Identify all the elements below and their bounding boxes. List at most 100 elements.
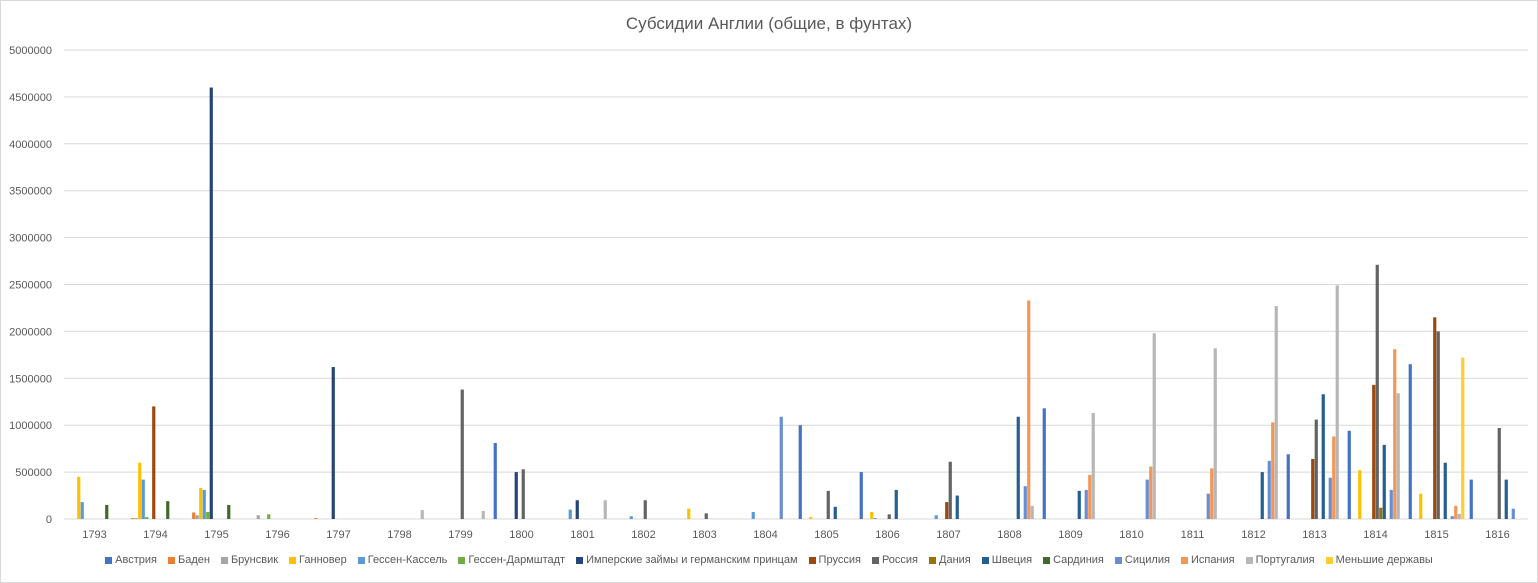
bar (687, 508, 691, 519)
bar (138, 462, 142, 519)
legend-label: Гессен-Дармштадт (468, 554, 566, 566)
bar (629, 516, 633, 519)
x-tick-label: 1810 (1119, 529, 1143, 541)
bar (331, 367, 335, 519)
legend: Австрия Баден Брунсвик Ганновер Гессен-Кассе… (0, 554, 1538, 566)
legend-label: Португалия (1255, 554, 1315, 566)
bar (833, 506, 837, 519)
bar (1091, 413, 1095, 519)
legend-label: Россия (881, 554, 919, 566)
legend-swatch (929, 556, 937, 564)
bar (420, 510, 424, 519)
bar (1042, 408, 1046, 519)
bar (1210, 468, 1214, 519)
legend-swatch (1245, 556, 1253, 564)
legend-swatch (808, 556, 816, 564)
x-tick-label: 1805 (814, 529, 838, 541)
bar (870, 511, 874, 519)
bar (809, 517, 813, 519)
bar (1077, 490, 1081, 519)
bar (1379, 507, 1383, 519)
bar (1504, 479, 1508, 519)
bar (1260, 472, 1264, 519)
bar (1450, 516, 1454, 519)
legend-item: Дания (929, 554, 971, 566)
bar (1436, 331, 1440, 519)
bar (166, 501, 170, 519)
bar (1149, 466, 1153, 519)
legend-label: Австрия (115, 554, 157, 566)
x-tick-label: 1807 (936, 529, 960, 541)
bar (955, 495, 959, 519)
bar (751, 511, 755, 519)
legend-item: Испания (1180, 554, 1235, 566)
x-tick-label: 1812 (1241, 529, 1265, 541)
bar (206, 511, 210, 519)
legend-swatch (1325, 556, 1333, 564)
bar (314, 518, 318, 519)
bar (779, 416, 783, 519)
legend-label: Брунсвик (230, 554, 279, 566)
bar (1497, 428, 1501, 519)
bar (80, 502, 84, 519)
bar (209, 87, 213, 520)
bar (1389, 489, 1393, 519)
bar (227, 504, 231, 519)
legend-label: Сицилия (1124, 554, 1170, 566)
bar (202, 489, 206, 519)
legend-label: Швеция (991, 554, 1033, 566)
x-tick-label: 1794 (143, 529, 167, 541)
bar (481, 511, 485, 519)
bar (1145, 479, 1149, 519)
bar (1396, 393, 1400, 519)
bar (1375, 264, 1379, 519)
bar (643, 500, 647, 519)
x-tick-label: 1814 (1363, 529, 1387, 541)
bar (1152, 333, 1156, 519)
legend-swatch (289, 556, 297, 564)
x-tick-label: 1797 (326, 529, 350, 541)
bar (1213, 348, 1217, 519)
y-tick-label: 4000000 (9, 139, 52, 151)
legend-item: Гессен-Кассель (357, 554, 448, 566)
legend-label: Ганновер (299, 554, 347, 566)
bar (1372, 384, 1376, 519)
bar (798, 425, 802, 519)
bar (1332, 436, 1336, 519)
bar (141, 479, 145, 519)
bar (1027, 300, 1031, 519)
bar (887, 514, 891, 519)
legend-item: Швеция (981, 554, 1033, 566)
x-tick-label: 1796 (265, 529, 289, 541)
bar (1314, 419, 1318, 519)
legend-item: Сардиния (1043, 554, 1104, 566)
legend-item: Сицилия (1114, 554, 1170, 566)
legend-swatch (357, 556, 365, 564)
x-tick-label: 1802 (631, 529, 655, 541)
bar (1443, 462, 1447, 519)
y-tick-label: 2500000 (9, 280, 52, 292)
bar (199, 488, 203, 519)
x-tick-label: 1800 (509, 529, 533, 541)
legend-item: Гессен-Дармштадт (458, 554, 565, 566)
legend-swatch (1043, 556, 1051, 564)
bar (1088, 474, 1092, 519)
bar (267, 514, 271, 519)
legend-label: Гессен-Кассель (367, 554, 448, 566)
bar (1457, 513, 1461, 519)
legend-label: Сардиния (1053, 554, 1104, 566)
bar (1328, 477, 1332, 519)
legend-item: Португалия (1245, 554, 1315, 566)
x-tick-label: 1798 (387, 529, 411, 541)
legend-item: Ганновер (289, 554, 347, 566)
y-tick-label: 2000000 (9, 326, 52, 338)
bar (1271, 422, 1275, 519)
legend-item: Пруссия (808, 554, 861, 566)
y-tick-label: 3000000 (9, 233, 52, 245)
chart-title: Субсидии Англии (общие, в фунтах) (625, 14, 913, 33)
bar (1393, 349, 1397, 519)
legend-item: Брунсвик (220, 554, 279, 566)
legend-swatch (871, 556, 879, 564)
x-tick-label: 1804 (753, 529, 777, 541)
